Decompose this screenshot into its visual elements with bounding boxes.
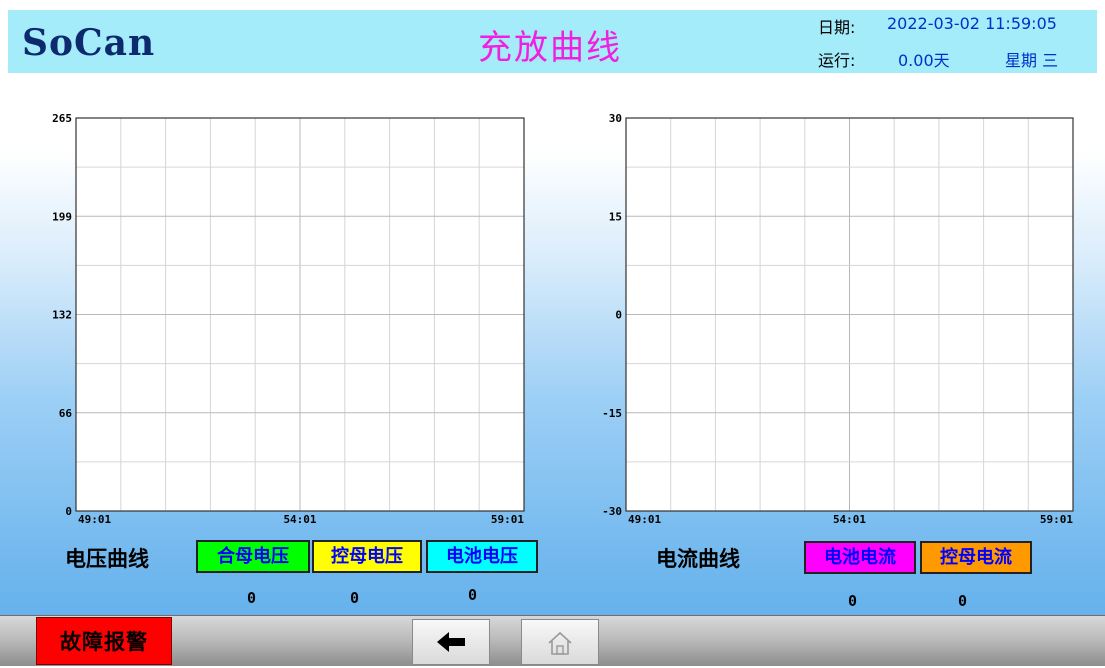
y-tick-label: 30 <box>609 112 622 125</box>
arrow-left-icon <box>437 632 465 652</box>
voltage-chart: 265 199 132 66 0 49:01 54:01 59:01 <box>52 112 525 526</box>
brand-logo: SoCan <box>22 22 156 64</box>
y-tick-label: -30 <box>602 505 622 518</box>
y-tick-label: -15 <box>602 407 622 420</box>
y-tick-label: 15 <box>609 210 622 223</box>
page-title: 充放曲线 <box>478 28 622 68</box>
y-tick-label: 66 <box>59 407 73 420</box>
bus-voltage-value: 0 <box>247 589 257 607</box>
date-value: 2022-03-02 11:59:05 <box>887 14 1057 33</box>
x-tick-label: 49:01 <box>628 513 661 526</box>
x-tick-label: 49:01 <box>78 513 111 526</box>
voltage-curve-label: 电压曲线 <box>65 547 149 571</box>
battery-current-value: 0 <box>848 592 858 610</box>
header-bar: SoCan 充放曲线 <box>8 10 1097 73</box>
current-chart: 30 15 0 -15 -30 49:01 54:01 59:01 <box>602 112 1074 526</box>
y-tick-label: 265 <box>52 112 72 125</box>
legend-bus-voltage[interactable]: 合母电压 <box>196 540 310 573</box>
legend-battery-current[interactable]: 电池电流 <box>804 541 916 574</box>
x-tick-label: 59:01 <box>491 513 524 526</box>
legend-control-bus-voltage[interactable]: 控母电压 <box>312 540 422 573</box>
current-curve-label: 电流曲线 <box>656 547 740 571</box>
fault-alarm-button[interactable]: 故障报警 <box>36 617 172 665</box>
date-label: 日期: <box>818 18 856 37</box>
chart-frame <box>75 117 525 512</box>
home-button[interactable] <box>521 619 599 665</box>
y-tick-label: 132 <box>52 309 72 322</box>
weekday: 星期 三 <box>1005 51 1059 70</box>
back-button[interactable] <box>412 619 490 665</box>
control-bus-current-value: 0 <box>958 592 968 610</box>
y-tick-label: 199 <box>52 210 72 223</box>
x-tick-label: 59:01 <box>1040 513 1073 526</box>
battery-voltage-value: 0 <box>468 586 478 604</box>
y-tick-label: 0 <box>615 309 622 322</box>
x-tick-label: 54:01 <box>283 513 316 526</box>
control-bus-voltage-value: 0 <box>350 589 360 607</box>
run-value: 0.00天 <box>898 51 950 70</box>
chart-frame <box>625 117 1074 512</box>
legend-battery-voltage[interactable]: 电池电压 <box>426 540 538 573</box>
y-tick-label: 0 <box>65 505 72 518</box>
home-icon <box>548 631 572 655</box>
run-label: 运行: <box>818 51 856 70</box>
x-tick-label: 54:01 <box>833 513 866 526</box>
legend-control-bus-current[interactable]: 控母电流 <box>920 541 1032 574</box>
